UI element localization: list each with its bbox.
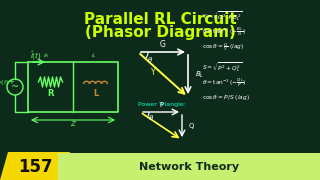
Text: $\theta$: $\theta$ bbox=[148, 113, 154, 122]
Text: Y: Y bbox=[151, 68, 155, 77]
Text: $\cos\theta=\frac{G}{Y}\ (lag)$: $\cos\theta=\frac{G}{Y}\ (lag)$ bbox=[202, 41, 244, 53]
Text: $\cos\theta=P/S\ (lag)$: $\cos\theta=P/S\ (lag)$ bbox=[202, 93, 250, 102]
Text: $\theta=\tan^{-1}(-\frac{B_L}{G})$: $\theta=\tan^{-1}(-\frac{B_L}{G})$ bbox=[202, 26, 246, 38]
Text: $i_L$: $i_L$ bbox=[91, 51, 96, 60]
Text: $\hat{i}(t)$: $\hat{i}(t)$ bbox=[30, 49, 42, 62]
Bar bbox=[58, 153, 320, 180]
Text: $B_L$: $B_L$ bbox=[195, 69, 204, 80]
Text: $\theta$: $\theta$ bbox=[147, 55, 153, 64]
Text: 157: 157 bbox=[18, 158, 52, 176]
Text: $\hat{v}(t)$: $\hat{v}(t)$ bbox=[0, 78, 9, 88]
Text: Network Theory: Network Theory bbox=[139, 162, 239, 172]
Text: Q: Q bbox=[189, 123, 194, 129]
Text: Power Triangle:: Power Triangle: bbox=[138, 102, 186, 107]
Text: L: L bbox=[93, 89, 98, 98]
Text: +: + bbox=[8, 79, 14, 85]
Text: $i_R$: $i_R$ bbox=[43, 51, 50, 60]
Polygon shape bbox=[0, 152, 70, 180]
Text: Z: Z bbox=[71, 121, 76, 127]
Text: $Y=\sqrt{G^2+B_L^2}$: $Y=\sqrt{G^2+B_L^2}$ bbox=[202, 10, 243, 24]
Text: R: R bbox=[47, 89, 54, 98]
Text: $S=\sqrt{P^2+Q_L^2}$: $S=\sqrt{P^2+Q_L^2}$ bbox=[202, 61, 242, 75]
Text: $\theta=\tan^{-1}(-\frac{Q_L}{P})$: $\theta=\tan^{-1}(-\frac{Q_L}{P})$ bbox=[202, 77, 246, 89]
Text: ~: ~ bbox=[11, 82, 19, 92]
Text: (Phasor Diagram): (Phasor Diagram) bbox=[84, 25, 236, 40]
Text: G: G bbox=[160, 40, 166, 49]
Text: Parallel RL Circuit: Parallel RL Circuit bbox=[84, 12, 236, 27]
Text: P: P bbox=[159, 102, 163, 108]
